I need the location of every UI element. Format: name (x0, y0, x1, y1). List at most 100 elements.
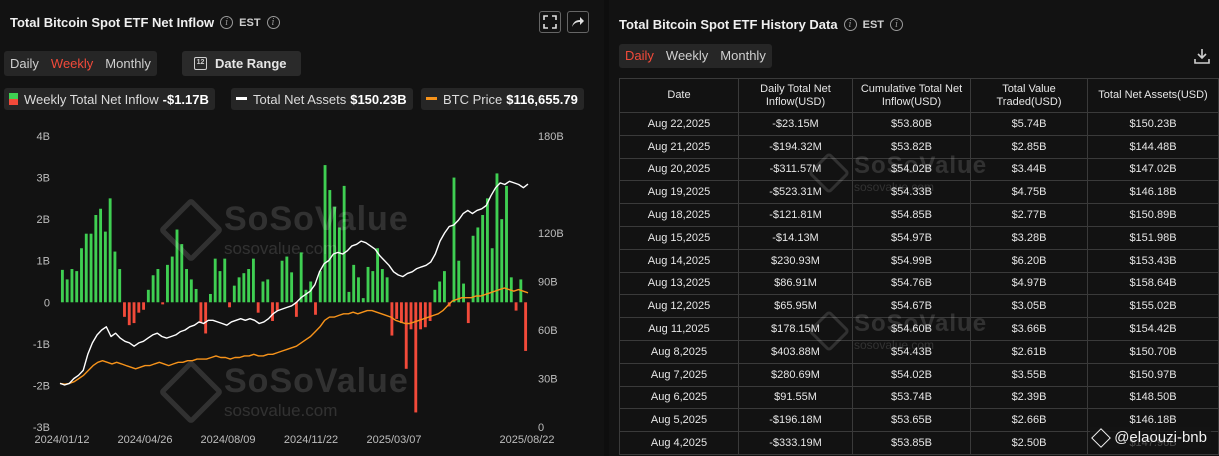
inflow-bar (490, 248, 494, 303)
inflow-bar (376, 248, 380, 303)
inflow-bar (242, 273, 246, 303)
inflow-bar (481, 214, 485, 303)
inflow-bar (485, 198, 489, 303)
table-cell: $154.42B (1087, 317, 1219, 341)
table-cell: $230.93M (738, 248, 853, 273)
inflow-bar (428, 302, 432, 321)
inflow-bar (142, 302, 146, 310)
tab-weekly[interactable]: Weekly (665, 48, 709, 63)
inflow-bar (127, 302, 131, 326)
inflow-bar (275, 302, 279, 311)
column-header[interactable]: Daily Total Net Inflow(USD) (738, 78, 853, 113)
share-icon[interactable] (567, 11, 589, 33)
table-cell: $150.97B (1087, 362, 1219, 387)
timezone-info-icon[interactable]: i (890, 18, 904, 31)
y2-tick-label: 30B (538, 374, 558, 386)
inflow-bar (462, 283, 465, 303)
inflow-bar (180, 244, 184, 303)
column-header[interactable]: Date (619, 78, 739, 113)
table-cell: $3.05B (970, 294, 1088, 319)
download-icon[interactable] (1193, 47, 1211, 65)
legend-value: -$1.17B (162, 91, 209, 107)
table-row: Aug 7,2025 $280.69M $54.02B $3.55B $150.97B (619, 362, 1219, 387)
legend-label: Weekly Total Net Inflow (24, 91, 159, 107)
table-cell: $147.02B (1087, 157, 1219, 182)
inflow-chart-panel: Total Bitcoin Spot ETF Net Inflow i EST … (0, 0, 604, 456)
table-row: Aug 18,2025 -$121.81M $54.85B $2.77B $150.89… (619, 203, 1219, 227)
table-cell: $54.33B (852, 180, 971, 205)
table-cell: -$523.31M (738, 180, 853, 205)
fullscreen-icon[interactable] (539, 11, 561, 33)
inflow-bar (213, 258, 217, 303)
legend-btc-price[interactable]: BTC Price $116,655.79 (421, 88, 584, 110)
table-row: Aug 13,2025 $86.91M $54.76B $4.97B $158.64B (619, 271, 1219, 296)
inflow-bar (65, 279, 69, 303)
table-cell: -$23.15M (738, 112, 853, 136)
inflow-bar (476, 227, 480, 303)
inflow-bar (357, 277, 360, 303)
y-tick-label: -2B (33, 380, 50, 392)
tab-monthly[interactable]: Monthly (720, 48, 766, 63)
inflow-bar (189, 279, 193, 303)
btc-price-line (59, 287, 529, 385)
table-cell: $280.69M (738, 362, 853, 387)
column-header[interactable]: Total Value Traded(USD) (970, 78, 1088, 113)
table-cell: $3.66B (970, 317, 1088, 341)
inflow-bar (199, 302, 203, 324)
interval-tabs: Daily Weekly Monthly (4, 51, 157, 76)
table-cell: $54.99B (852, 248, 971, 273)
table-cell: $2.61B (970, 339, 1088, 364)
inflow-bar (524, 302, 528, 351)
table-row: Aug 5,2025 -$196.18M $53.65B $2.66B $146.18B (619, 408, 1219, 433)
inflow-bar (218, 271, 222, 303)
history-title: Total Bitcoin Spot ETF History Data (619, 17, 838, 32)
inflow-bar (352, 264, 356, 303)
inflow-bar (185, 269, 188, 303)
table-cell: $146.18B (1087, 180, 1219, 205)
tab-daily[interactable]: Daily (625, 48, 654, 63)
inflow-bar (304, 289, 308, 303)
inflow-bar (471, 235, 475, 303)
info-icon[interactable]: i (843, 18, 857, 31)
x-tick-label: 2025/08/22 (499, 434, 554, 446)
y2-tick-label: 180B (538, 131, 564, 143)
inflow-bar (452, 177, 456, 303)
inflow-bar (395, 302, 399, 319)
inflow-bar (151, 275, 155, 303)
inflow-bar (161, 302, 165, 305)
table-row: Aug 21,2025 -$194.32M $53.82B $2.85B $144.48… (619, 134, 1219, 159)
table-cell: $3.44B (970, 157, 1088, 182)
inflow-bar (256, 302, 260, 313)
timezone-info-icon[interactable]: i (266, 16, 280, 29)
inflow-bar (414, 302, 418, 413)
tab-daily[interactable]: Daily (10, 56, 39, 71)
inflow-bar (495, 173, 499, 303)
tab-weekly[interactable]: Weekly (50, 56, 94, 71)
inflow-bar (400, 302, 403, 324)
date-range-button[interactable]: 12 Date Range (182, 51, 301, 76)
table-cell: $178.15M (738, 317, 853, 341)
line-swatch-icon (236, 97, 247, 100)
inflow-bar (123, 302, 126, 317)
column-header[interactable]: Cumulative Total Net Inflow(USD) (852, 78, 971, 113)
tab-monthly[interactable]: Monthly (105, 56, 151, 71)
inflow-bar (309, 281, 313, 303)
info-icon[interactable]: i (220, 16, 234, 29)
inflow-chart[interactable]: 4B 3B 2B 1B 0 -1B -2B -3B 180B 120B 90B 60B 30B 0 2024… (0, 118, 604, 456)
inflow-bar (466, 302, 470, 324)
y2-tick-label: 0 (538, 422, 544, 434)
table-cell: $2.39B (970, 385, 1088, 410)
legend-net-assets[interactable]: Total Net Assets $150.23B (231, 88, 413, 110)
legend-net-inflow[interactable]: Weekly Total Net Inflow -$1.17B (4, 88, 215, 110)
table-row: Aug 14,2025 $230.93M $54.99B $6.20B $153.43B (619, 248, 1219, 273)
inflow-bar (266, 279, 270, 303)
inflow-bar (99, 208, 103, 303)
inflow-bar (280, 260, 284, 303)
column-header[interactable]: Total Net Assets(USD) (1087, 78, 1219, 113)
table-cell: Aug 21,2025 (619, 134, 739, 159)
inflow-bar (118, 269, 122, 303)
x-tick-label: 2024/04/26 (117, 434, 172, 446)
timezone-label: EST (862, 18, 885, 31)
inflow-bar (318, 271, 322, 303)
inflow-bar (337, 227, 341, 303)
